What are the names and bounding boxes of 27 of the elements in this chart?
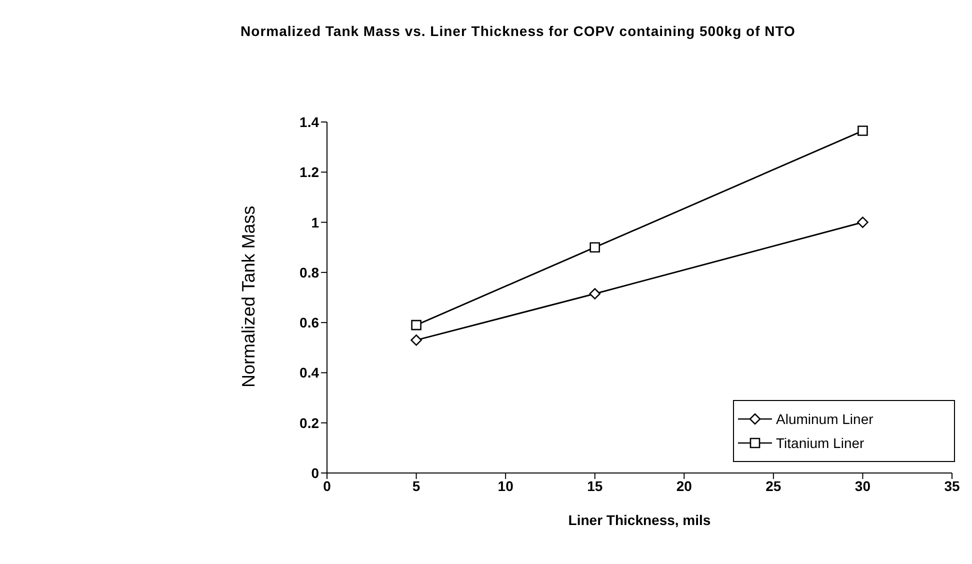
y-tick-label: 0.2 — [300, 414, 320, 431]
y-tick-label: 1 — [311, 214, 320, 230]
x-tick-label: 15 — [587, 478, 603, 494]
y-tick-label: 0.4 — [300, 364, 320, 381]
point — [411, 320, 422, 330]
point — [589, 288, 601, 300]
legend-label: Aluminum Liner — [776, 411, 874, 427]
x-axis-title: Liner Thickness, mils — [568, 512, 711, 528]
y-tick-label: 0 — [311, 464, 320, 481]
point — [857, 216, 868, 228]
legend-label: Titanium Liner — [776, 435, 864, 451]
y-tick-label: 1.4 — [300, 114, 320, 130]
y-tick-label: 0.8 — [300, 264, 320, 280]
chart-title: Normalized Tank Mass vs. Liner Thickness for COPV containing 500kg of NTO — [240, 22, 796, 41]
x-tick-label: 10 — [498, 478, 514, 494]
x-tick-label: 20 — [676, 478, 692, 494]
x-tick-label: 5 — [412, 478, 420, 494]
x-tick-label: 0 — [323, 478, 332, 494]
point — [858, 126, 868, 136]
y-tick-label: 0.6 — [300, 314, 320, 331]
x-tick-label: 30 — [854, 478, 871, 494]
x-tick-label: 35 — [944, 478, 960, 494]
y-axis-title: Normalized Tank Mass — [238, 206, 258, 388]
y-tick-label: 1.2 — [300, 164, 320, 180]
x-tick-label: 25 — [766, 478, 782, 494]
point — [410, 334, 422, 346]
point — [590, 242, 600, 253]
